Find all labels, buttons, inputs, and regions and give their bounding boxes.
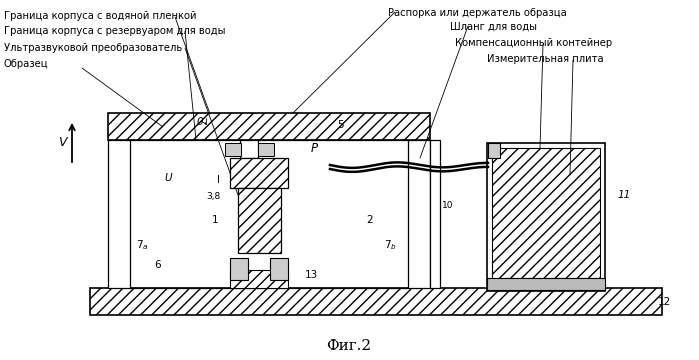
Text: P: P xyxy=(310,141,317,154)
Text: Граница корпуса с резервуаром для воды: Граница корпуса с резервуаром для воды xyxy=(4,26,226,36)
Text: Ультразвуковой преобразователь: Ультразвуковой преобразователь xyxy=(4,43,182,53)
Bar xyxy=(430,140,440,288)
Text: Компенсационный контейнер: Компенсационный контейнер xyxy=(455,38,612,48)
Bar xyxy=(238,188,281,253)
Text: $7_b$: $7_b$ xyxy=(384,238,396,252)
Text: $7_a$: $7_a$ xyxy=(136,238,148,252)
Bar xyxy=(230,270,288,288)
Text: Граница корпуса с водяной пленкой: Граница корпуса с водяной пленкой xyxy=(4,11,196,21)
Text: I: I xyxy=(217,175,219,185)
Bar xyxy=(90,288,662,315)
Text: Образец: Образец xyxy=(4,59,49,69)
Bar xyxy=(488,143,500,158)
Bar xyxy=(487,143,605,291)
Text: 6: 6 xyxy=(154,260,161,270)
Text: 3,8: 3,8 xyxy=(206,192,220,201)
Text: 2: 2 xyxy=(367,215,373,225)
Text: 0: 0 xyxy=(196,117,203,127)
Text: 1: 1 xyxy=(212,215,218,225)
Text: Шланг для воды: Шланг для воды xyxy=(450,22,537,32)
Text: 5: 5 xyxy=(337,120,343,130)
Bar xyxy=(230,158,288,188)
Bar xyxy=(258,143,274,156)
Text: Измерительная плита: Измерительная плита xyxy=(487,54,604,64)
Bar xyxy=(408,140,430,288)
Bar xyxy=(230,258,248,280)
Bar xyxy=(492,148,600,278)
Text: V: V xyxy=(58,135,66,148)
Bar xyxy=(108,140,130,288)
Text: Фиг.2: Фиг.2 xyxy=(326,339,372,353)
Bar xyxy=(240,140,258,158)
Bar xyxy=(270,258,288,280)
Text: 11: 11 xyxy=(618,190,631,200)
Text: 12: 12 xyxy=(658,297,671,307)
Text: U: U xyxy=(164,173,172,183)
Text: 13: 13 xyxy=(305,270,318,280)
Text: st: st xyxy=(238,148,245,157)
Bar xyxy=(108,113,430,140)
Bar xyxy=(487,278,605,290)
Bar xyxy=(225,143,241,156)
Text: 10: 10 xyxy=(442,201,454,210)
Text: Распорка или держатель образца: Распорка или держатель образца xyxy=(388,8,567,18)
